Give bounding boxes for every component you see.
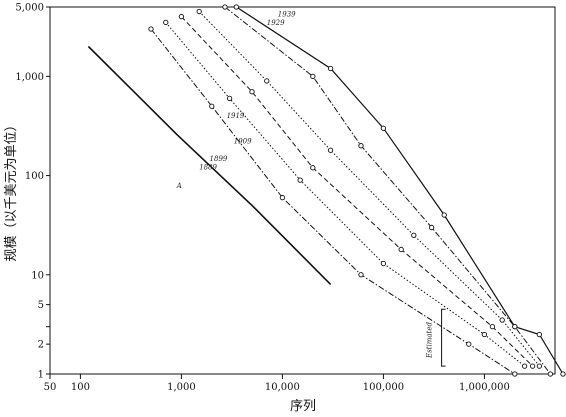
series-1889: 1889 xyxy=(148,26,518,377)
x-axis-title: 序列 xyxy=(290,399,316,414)
data-point xyxy=(226,95,233,102)
series-line xyxy=(150,28,516,375)
y-tick-label: 1 xyxy=(38,370,44,381)
x-axis-ticks: 50 100 1,000 10,000 100,000 1,000,000 xyxy=(44,374,510,393)
data-point xyxy=(411,232,417,238)
plot-frame xyxy=(49,6,556,375)
series-1919: 1919 xyxy=(196,8,543,369)
data-point xyxy=(249,89,255,95)
data-point xyxy=(178,13,185,20)
data-point xyxy=(209,103,215,109)
series-line xyxy=(224,6,551,375)
y-tick-label: 1,000 xyxy=(15,72,44,83)
data-point xyxy=(536,363,543,369)
data-point xyxy=(196,8,202,15)
estimated-label: Estimated xyxy=(426,322,434,360)
data-point xyxy=(380,260,387,267)
data-point xyxy=(297,177,303,183)
data-point xyxy=(233,4,240,10)
data-point xyxy=(428,224,435,231)
data-point xyxy=(264,78,270,84)
series-label: A xyxy=(176,182,182,190)
series-line xyxy=(198,11,540,367)
data-point xyxy=(310,165,316,171)
y-axis-ticks: 1 2 5 10 100 1,000 5,000 xyxy=(15,3,50,381)
annotation-layer: Estimated xyxy=(426,308,446,367)
series-line xyxy=(181,16,533,367)
series-label: 1939 xyxy=(278,11,296,19)
data-point xyxy=(499,317,505,323)
series-label: 1909 xyxy=(234,138,252,146)
data-point xyxy=(512,371,518,377)
data-point xyxy=(536,331,543,338)
x-tick-label: 50 xyxy=(44,382,57,393)
y-tick-label: 5 xyxy=(38,300,44,311)
data-point xyxy=(279,194,286,201)
data-point xyxy=(327,147,334,153)
series-label: 1919 xyxy=(227,112,245,120)
y-tick-label: 10 xyxy=(31,270,44,281)
data-point xyxy=(327,65,334,72)
data-point xyxy=(481,331,488,338)
data-point xyxy=(521,363,528,369)
data-point xyxy=(310,73,316,79)
series-line xyxy=(165,22,525,367)
series-1929: 1929 xyxy=(222,4,554,377)
estimated-bracket xyxy=(441,308,446,367)
data-point xyxy=(358,272,364,278)
x-tick-label: 1,000 xyxy=(167,382,196,393)
y-tick-label: 5,000 xyxy=(15,3,44,14)
data-point xyxy=(148,26,154,32)
data-point xyxy=(380,125,387,131)
data-point xyxy=(441,212,447,218)
data-point xyxy=(466,341,472,347)
x-tick-label: 1,000,000 xyxy=(459,382,510,393)
series-A: A xyxy=(87,45,332,285)
data-point xyxy=(398,246,404,253)
data-point xyxy=(222,4,228,10)
series-label: 1929 xyxy=(267,19,285,27)
data-point xyxy=(163,19,169,26)
series-line xyxy=(87,45,332,285)
series-1909: 1909 xyxy=(178,13,536,369)
data-point xyxy=(512,324,518,330)
data-point xyxy=(358,143,364,149)
data-point xyxy=(547,371,554,377)
data-point xyxy=(489,324,496,330)
series-label: 1889 xyxy=(199,164,217,172)
data-point xyxy=(529,363,536,369)
y-axis-title: 规模（以千美元为单位） xyxy=(4,118,19,261)
series-1899: 1899 xyxy=(163,19,528,369)
x-tick-label: 10,000 xyxy=(265,382,300,393)
series-label: 1899 xyxy=(210,155,228,163)
x-tick-label: 100 xyxy=(71,382,90,393)
data-point xyxy=(560,371,566,377)
x-tick-label: 100,000 xyxy=(363,382,404,393)
y-tick-label: 100 xyxy=(25,171,44,182)
y-tick-label: 2 xyxy=(38,340,44,351)
